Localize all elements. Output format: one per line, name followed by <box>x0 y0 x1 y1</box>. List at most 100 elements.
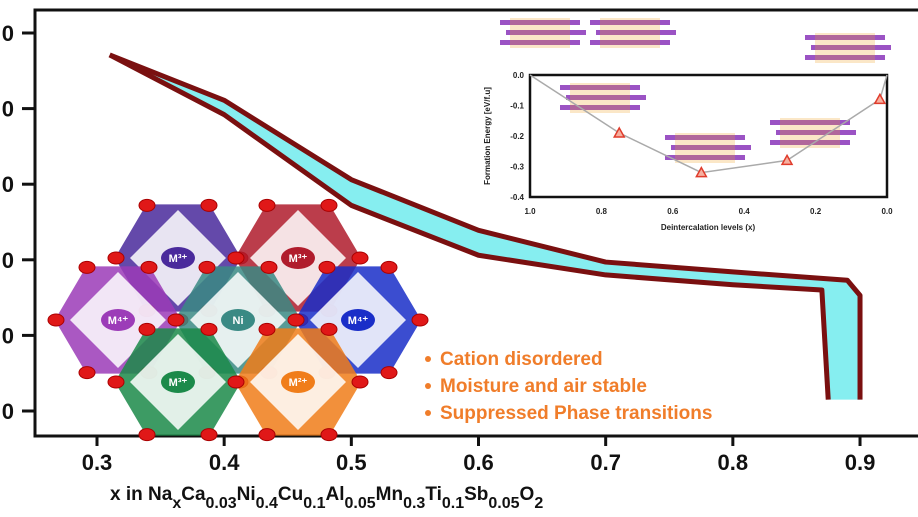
oxygen-atom <box>351 251 369 265</box>
formation-energy-marker <box>873 92 887 105</box>
plot-frame <box>33 8 918 438</box>
ion-label: M³⁺ <box>169 377 188 389</box>
label-text: Al <box>325 484 344 505</box>
metal-ion <box>221 309 255 331</box>
oxygen-atom <box>78 260 96 274</box>
lattice-layer <box>596 30 676 35</box>
lattice-cluster <box>780 118 840 148</box>
y-tick-label: 0 <box>2 399 14 424</box>
metal-ion <box>101 309 135 331</box>
x-tick-label: 0.3 <box>82 450 113 475</box>
metal-ion <box>341 309 375 331</box>
oxygen-atom <box>258 198 276 212</box>
lattice-layer <box>770 140 850 145</box>
y-tick-label: 0 <box>2 97 14 122</box>
label-text: O <box>520 484 535 505</box>
metal-ion <box>161 371 195 393</box>
oxygen-atom <box>320 322 338 336</box>
y-tick-label: 0 <box>2 172 14 197</box>
inset-y-tick-label: -0.4 <box>510 193 524 202</box>
label-subscript: 0.1 <box>303 495 325 512</box>
bullet-dot <box>425 383 431 389</box>
ion-label: M²⁺ <box>289 377 308 389</box>
lattice-cluster <box>600 18 660 48</box>
inset-y-tick-label: -0.1 <box>510 102 524 111</box>
lattice-layer <box>665 135 745 140</box>
ion-label: M³⁺ <box>169 253 188 265</box>
oxygen-atom <box>200 428 218 442</box>
x-axis-label: x in NaxCa0.03Ni0.4Cu0.1Al0.05Mn0.3Ti0.1… <box>110 484 543 512</box>
lattice-layer <box>506 30 586 35</box>
x-tick-label: 0.6 <box>463 450 494 475</box>
main-chart: 0.3 0.4 0.5 0.6 0.7 0.8 0.9 0 0 0 0 0 0 <box>2 8 918 475</box>
lattice-layer <box>811 45 891 50</box>
label-subscript: x <box>172 495 181 512</box>
label-subscript: 0.05 <box>488 495 519 512</box>
oxygen-atom <box>258 322 276 336</box>
metal-ion <box>281 371 315 393</box>
charge-curve <box>108 52 863 400</box>
label-subscript: 0.03 <box>206 495 237 512</box>
oxygen-atom <box>47 313 65 327</box>
metal-ion <box>161 247 195 269</box>
feature-bullets: Cation disordered Moisture and air stable… <box>425 349 712 424</box>
oxygen-atom <box>78 366 96 380</box>
oxygen-atom <box>380 366 398 380</box>
y-tick-label: 0 <box>2 21 14 46</box>
formation-energy-marker <box>780 153 794 166</box>
inset-x-tick-label: 1.0 <box>524 207 536 216</box>
label-subscript: 0.05 <box>344 495 375 512</box>
inset-x-tick-label: 0.2 <box>810 207 822 216</box>
lattice-layer <box>590 40 670 45</box>
ion-label: M⁴⁺ <box>108 315 129 327</box>
inset-y-label: Formation Energy [eV/f.u] <box>483 87 492 185</box>
inset-chart: 1.0 0.8 0.6 0.4 0.2 0.0 0.0 -0.1 -0.2 -0.3 -0.4 Dei… <box>483 18 893 232</box>
discharge-curve <box>108 52 831 400</box>
oxygen-atom <box>140 260 158 274</box>
lattice-layer <box>566 95 646 100</box>
label-subscript: 0.4 <box>256 495 278 512</box>
y-tick-label: 0 <box>2 248 14 273</box>
oxygen-atom <box>107 375 125 389</box>
inset-x-tick-label: 0.0 <box>881 207 893 216</box>
ion-label: M³⁺ <box>289 253 308 265</box>
oxygen-atom <box>227 251 245 265</box>
label-subscript: 2 <box>534 495 543 512</box>
x-tick-label: 0.7 <box>590 450 621 475</box>
label-text: Cu <box>278 484 303 505</box>
lattice-layer <box>805 35 885 40</box>
lattice-layer <box>500 40 580 45</box>
oxygen-atom <box>227 375 245 389</box>
bullet-text: Cation disordered <box>440 349 603 370</box>
oxygen-atom <box>107 251 125 265</box>
ion-label: Ni <box>233 315 244 327</box>
y-tick-label: 0 <box>2 323 14 348</box>
label-text: x in Na <box>110 484 173 505</box>
bullet-dot <box>425 356 431 362</box>
oxygen-atom <box>167 313 185 327</box>
inset-y-tick-label: -0.2 <box>510 132 524 141</box>
metal-ion <box>281 247 315 269</box>
ion-label: M⁴⁺ <box>348 315 369 327</box>
lattice-layer <box>671 145 751 150</box>
formation-energy-marker <box>695 166 708 178</box>
inset-x-tick-label: 0.6 <box>667 207 679 216</box>
lattice-layer <box>500 20 580 25</box>
oxygen-atom <box>411 313 429 327</box>
lattice-layer <box>590 20 670 25</box>
x-tick-label: 0.8 <box>718 450 749 475</box>
lattice-layer <box>805 55 885 60</box>
oxygen-atom <box>138 322 156 336</box>
lattice-layer <box>560 85 640 90</box>
lattice-cluster <box>815 33 875 63</box>
inset-y-tick-label: 0.0 <box>513 71 525 80</box>
inset-y-tick-label: -0.3 <box>510 163 524 172</box>
oxygen-atom <box>200 322 218 336</box>
oxygen-atom <box>380 260 398 274</box>
label-text: Sb <box>464 484 488 505</box>
oxygen-atom <box>260 260 278 274</box>
bullet-text: Moisture and air stable <box>440 376 647 397</box>
lattice-cluster <box>675 133 735 163</box>
oxygen-atom <box>138 428 156 442</box>
x-tick-label: 0.5 <box>336 450 367 475</box>
